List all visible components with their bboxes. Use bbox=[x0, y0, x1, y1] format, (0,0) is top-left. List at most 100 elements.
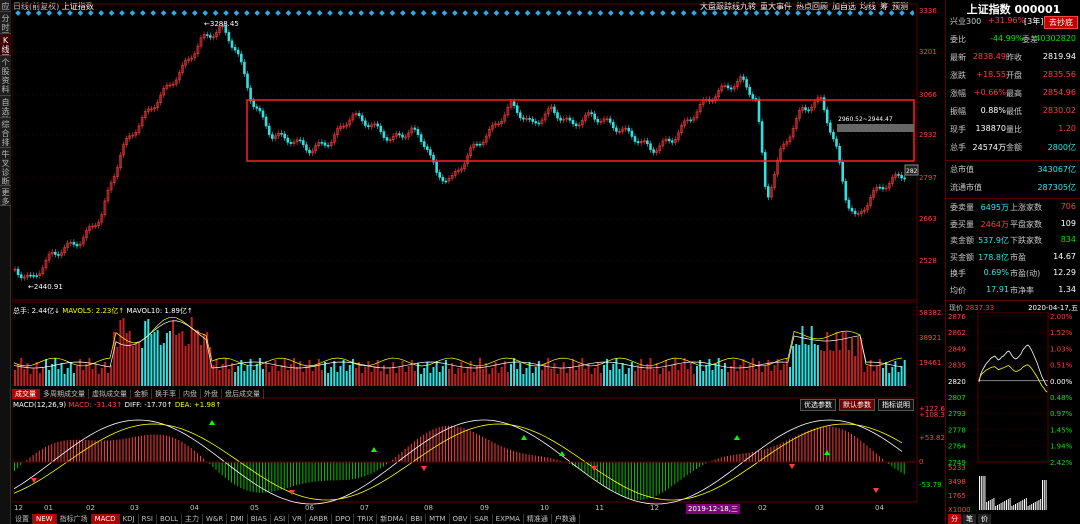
event-marker[interactable] bbox=[607, 10, 614, 16]
event-marker[interactable] bbox=[909, 10, 916, 16]
event-marker[interactable] bbox=[743, 10, 749, 16]
event-marker[interactable] bbox=[15, 10, 21, 16]
mini-tab[interactable]: 价 bbox=[978, 514, 991, 524]
volume-tab[interactable]: 换手率 bbox=[152, 389, 180, 399]
event-marker[interactable] bbox=[701, 10, 708, 16]
event-marker[interactable] bbox=[836, 10, 843, 16]
event-marker[interactable] bbox=[566, 10, 573, 16]
volume-tab[interactable]: 盘后成交量 bbox=[222, 389, 264, 399]
event-marker[interactable] bbox=[680, 10, 687, 16]
indicator-tab[interactable]: 主力 bbox=[182, 514, 203, 524]
event-marker[interactable] bbox=[815, 10, 822, 16]
indicator-tab[interactable]: RSI bbox=[139, 514, 157, 524]
event-marker[interactable] bbox=[899, 10, 905, 16]
intraday-mini-chart[interactable]: 2876 2.00% 2862 1.52% 2849 1.03% 2835 0.51% 2820… bbox=[946, 312, 1080, 512]
macd-param-button[interactable]: 优选参数 bbox=[800, 399, 836, 411]
left-tab[interactable]: 牛叉诊断 bbox=[0, 148, 11, 186]
event-marker[interactable] bbox=[659, 10, 666, 16]
macd-param-button[interactable]: 默认参数 bbox=[839, 399, 875, 411]
indicator-tab[interactable]: 新DMA bbox=[377, 514, 408, 524]
event-marker[interactable] bbox=[628, 10, 635, 16]
indicator-tab[interactable]: 设置 bbox=[12, 514, 33, 524]
top-link[interactable]: 筹 bbox=[880, 2, 888, 11]
event-marker[interactable] bbox=[763, 10, 770, 16]
event-marker[interactable] bbox=[25, 10, 32, 16]
event-marker[interactable] bbox=[587, 10, 593, 16]
event-marker[interactable] bbox=[888, 10, 895, 16]
left-tab[interactable]: 自选股 bbox=[0, 96, 11, 118]
indicator-tab[interactable]: 指标广场 bbox=[57, 514, 92, 524]
indicator-tab[interactable]: 精准通 bbox=[524, 514, 552, 524]
top-link[interactable]: 均线 bbox=[860, 2, 876, 11]
volume-tab[interactable]: 内盘 bbox=[180, 389, 201, 399]
event-marker[interactable] bbox=[878, 10, 885, 16]
indicator-tab[interactable]: TRIX bbox=[354, 514, 378, 524]
event-marker[interactable] bbox=[576, 10, 583, 16]
volume-tab[interactable]: 外盘 bbox=[201, 389, 222, 399]
event-marker[interactable] bbox=[129, 10, 136, 16]
event-marker[interactable] bbox=[805, 10, 812, 16]
top-link[interactable]: 大盘跟踪线九转 bbox=[700, 2, 756, 11]
event-marker[interactable] bbox=[670, 10, 677, 16]
candle-body bbox=[342, 125, 345, 128]
event-marker[interactable] bbox=[732, 10, 739, 16]
left-tab[interactable]: 分时图 bbox=[0, 12, 11, 34]
indicator-tab[interactable]: OBV bbox=[450, 514, 472, 524]
top-link[interactable]: 预测 bbox=[892, 2, 908, 11]
event-marker[interactable] bbox=[649, 10, 656, 16]
event-marker[interactable] bbox=[784, 10, 791, 16]
event-marker[interactable] bbox=[774, 10, 781, 16]
indicator-tab[interactable]: W&R bbox=[203, 514, 228, 524]
indicator-tab[interactable]: EXPMA bbox=[493, 514, 524, 524]
top-link[interactable]: 热点回顾 bbox=[796, 2, 828, 11]
left-tab[interactable]: K线图 bbox=[0, 34, 11, 56]
indicator-tab[interactable]: 户数通 bbox=[552, 514, 580, 524]
event-marker[interactable] bbox=[711, 10, 718, 16]
mini-tab[interactable]: 分 bbox=[948, 514, 961, 524]
event-marker[interactable] bbox=[847, 10, 853, 16]
indicator-tab[interactable]: MTM bbox=[426, 514, 450, 524]
indicator-tab[interactable]: BOLL bbox=[157, 514, 182, 524]
left-tab[interactable]: 更多 bbox=[0, 186, 11, 206]
top-link[interactable]: 重大事件 bbox=[760, 2, 792, 11]
event-marker[interactable] bbox=[597, 10, 604, 16]
indicator-tab[interactable]: BBI bbox=[407, 514, 427, 524]
event-marker[interactable] bbox=[753, 10, 760, 16]
event-marker[interactable] bbox=[545, 10, 552, 16]
volume-tab[interactable]: 成交量 bbox=[12, 389, 40, 399]
event-marker[interactable] bbox=[857, 10, 864, 16]
volume-bar bbox=[20, 358, 23, 386]
indicator-tab[interactable]: MACD bbox=[91, 514, 120, 524]
indicator-tab[interactable]: KDJ bbox=[120, 514, 139, 524]
event-marker[interactable] bbox=[691, 10, 697, 16]
event-marker[interactable] bbox=[639, 10, 645, 16]
left-tab[interactable]: 综合排名 bbox=[0, 118, 11, 148]
bottom-fishing-button[interactable]: 去抄底 bbox=[1044, 16, 1078, 29]
event-marker[interactable] bbox=[555, 10, 562, 16]
indicator-tab[interactable]: ASI bbox=[271, 514, 290, 524]
left-tab[interactable]: 个股资料 bbox=[0, 56, 11, 96]
left-tab[interactable]: 应用 bbox=[0, 0, 11, 12]
macd-param-button[interactable]: 指标说明 bbox=[878, 399, 914, 411]
event-marker[interactable] bbox=[826, 10, 833, 16]
indicator-tab[interactable]: BIAS bbox=[248, 514, 271, 524]
indicator-tab[interactable]: SAR bbox=[471, 514, 493, 524]
event-marker[interactable] bbox=[535, 10, 541, 16]
event-marker[interactable] bbox=[618, 10, 625, 16]
event-marker[interactable] bbox=[514, 10, 521, 16]
kline-chart-area[interactable]: 2960.52~2944.47 ←3288.45 ←2440.91 282 bbox=[12, 0, 945, 514]
event-marker[interactable] bbox=[867, 10, 874, 16]
event-marker[interactable] bbox=[722, 10, 729, 16]
volume-tab[interactable]: 金额 bbox=[131, 389, 152, 399]
indicator-tab[interactable]: VR bbox=[289, 514, 306, 524]
volume-tab[interactable]: 虚拟成交量 bbox=[89, 389, 131, 399]
event-markers-row[interactable] bbox=[14, 9, 916, 17]
top-link[interactable]: 加自选 bbox=[832, 2, 856, 11]
event-marker[interactable] bbox=[795, 10, 801, 16]
mini-tab[interactable]: 笔 bbox=[963, 514, 976, 524]
volume-tab[interactable]: 多周期成交量 bbox=[40, 389, 89, 399]
indicator-tab[interactable]: ARBR bbox=[306, 514, 333, 524]
indicator-tab[interactable]: DMI bbox=[227, 514, 248, 524]
indicator-tab[interactable]: DPO bbox=[332, 514, 355, 524]
indicator-tab[interactable]: NEW bbox=[33, 514, 57, 524]
